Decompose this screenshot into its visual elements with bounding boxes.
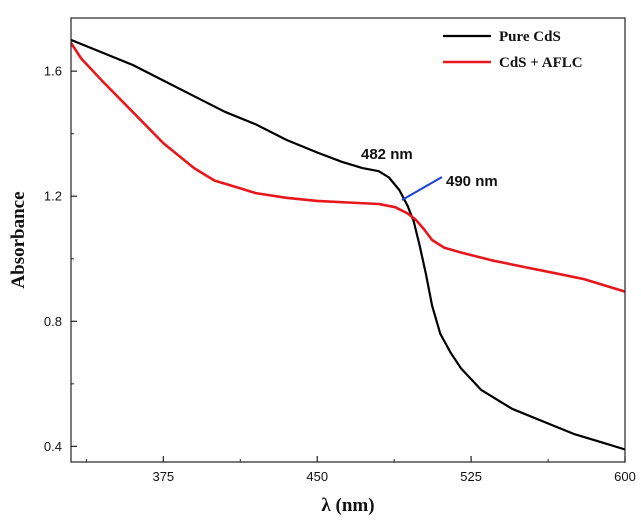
- series-line-cds-aflc: [71, 41, 625, 293]
- annotation-482nm: 482 nm: [361, 146, 413, 163]
- y-tick-label: 1.2: [44, 189, 62, 204]
- x-tick-label: 525: [460, 469, 482, 484]
- x-tick-label: 600: [614, 469, 636, 484]
- legend: Pure CdS CdS + AFLC: [443, 29, 583, 71]
- tick-labels-layer: 375 450 525 600 0.4 0.8 1.2 1.6: [44, 64, 636, 484]
- legend-label-cds-aflc: CdS + AFLC: [499, 55, 583, 71]
- x-tick-label: 375: [152, 469, 174, 484]
- annotation-490nm-pointer: [401, 176, 443, 201]
- series-line-pure-cds: [71, 38, 625, 451]
- plot-frame: [70, 17, 626, 463]
- x-axis-title: λ (nm): [321, 495, 374, 516]
- legend-label-pure-cds: Pure CdS: [499, 29, 561, 45]
- annotation-490nm: 490 nm: [446, 173, 498, 190]
- y-axis-title: Absorbance: [8, 191, 29, 288]
- y-tick-label: 0.8: [44, 314, 62, 329]
- x-tick-label: 450: [306, 469, 328, 484]
- series-layer: [71, 38, 625, 451]
- y-tick-label: 0.4: [44, 439, 62, 454]
- y-tick-label: 1.6: [44, 64, 62, 79]
- ticks-layer: [71, 70, 626, 462]
